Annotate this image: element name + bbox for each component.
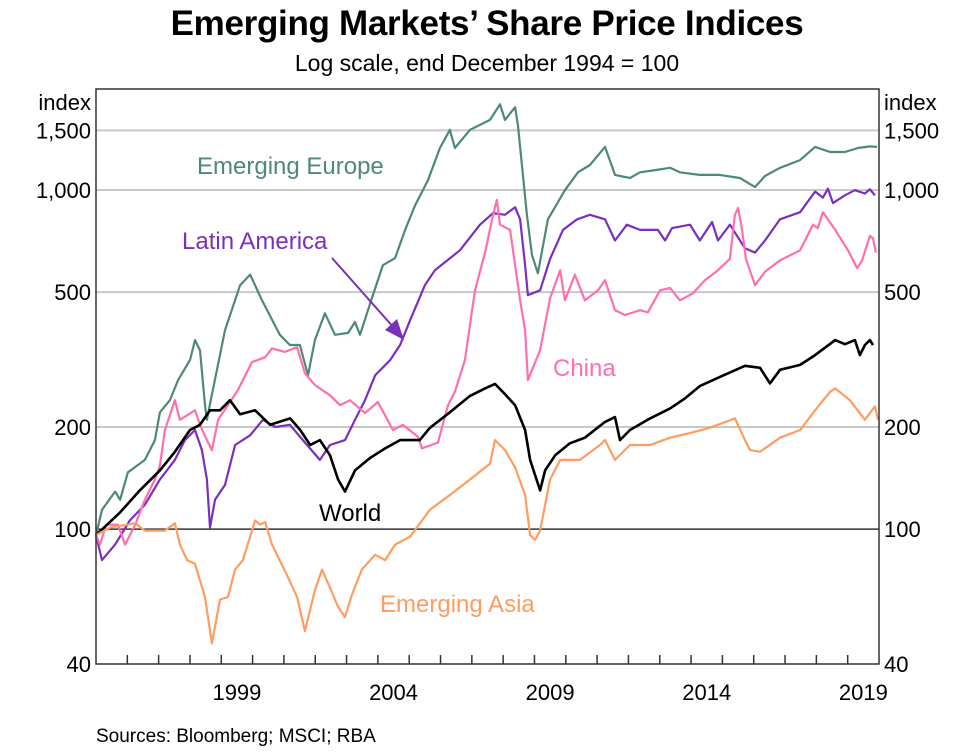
y-axis-title-right: index <box>884 90 937 115</box>
x-axis-ticks <box>126 655 849 664</box>
y-tick-left-1000: 1,000 <box>36 178 91 203</box>
y-tick-left-500: 500 <box>54 280 91 305</box>
series-line-latin-america <box>94 187 876 562</box>
y-tick-right-200: 200 <box>884 415 921 440</box>
y-tick-right-100: 100 <box>884 517 921 542</box>
y-tick-right-500: 500 <box>884 280 921 305</box>
series-line-emerging-europe <box>94 103 878 536</box>
x-tick-label-2014: 2014 <box>682 680 731 705</box>
label-china: China <box>553 355 616 382</box>
x-tick-label-2019: 2019 <box>839 680 888 705</box>
series-line-world <box>95 338 875 537</box>
x-axis-labels: 1999 2004 2009 2014 2019 <box>212 680 887 705</box>
y-axis-labels: 40 40 100 100 200 200 500 500 1,000 1,000 1,500 1,5… <box>36 118 939 677</box>
gridlines <box>96 129 879 530</box>
y-tick-left-100: 100 <box>54 517 91 542</box>
series-lines <box>94 103 880 645</box>
plot-frame <box>95 88 880 665</box>
label-world: World <box>319 500 381 527</box>
y-tick-left-40: 40 <box>67 652 91 677</box>
series-line-china <box>94 198 877 546</box>
x-tick-label-2004: 2004 <box>369 680 418 705</box>
latin-america-arrow <box>331 257 404 340</box>
y-tick-left-200: 200 <box>54 415 91 440</box>
y-tick-right-40: 40 <box>884 652 908 677</box>
y-tick-right-1500: 1,500 <box>884 118 939 143</box>
chart-title: Emerging Markets’ Share Price Indices <box>170 4 804 43</box>
y-axis-title-left: index <box>38 90 91 115</box>
y-tick-left-1500: 1,500 <box>36 118 91 143</box>
label-emerging-asia: Emerging Asia <box>380 591 535 618</box>
label-latin-america: Latin America <box>182 228 328 255</box>
series-line-emerging-asia <box>95 387 880 645</box>
label-emerging-europe: Emerging Europe <box>197 153 384 180</box>
chart-subtitle: Log scale, end December 1994 = 100 <box>294 50 680 76</box>
source-note: Sources: Bloomberg; MSCI; RBA <box>96 726 376 747</box>
x-tick-label-2009: 2009 <box>526 680 575 705</box>
x-tick-label-1999: 1999 <box>212 680 261 705</box>
y-tick-right-1000: 1,000 <box>884 178 939 203</box>
